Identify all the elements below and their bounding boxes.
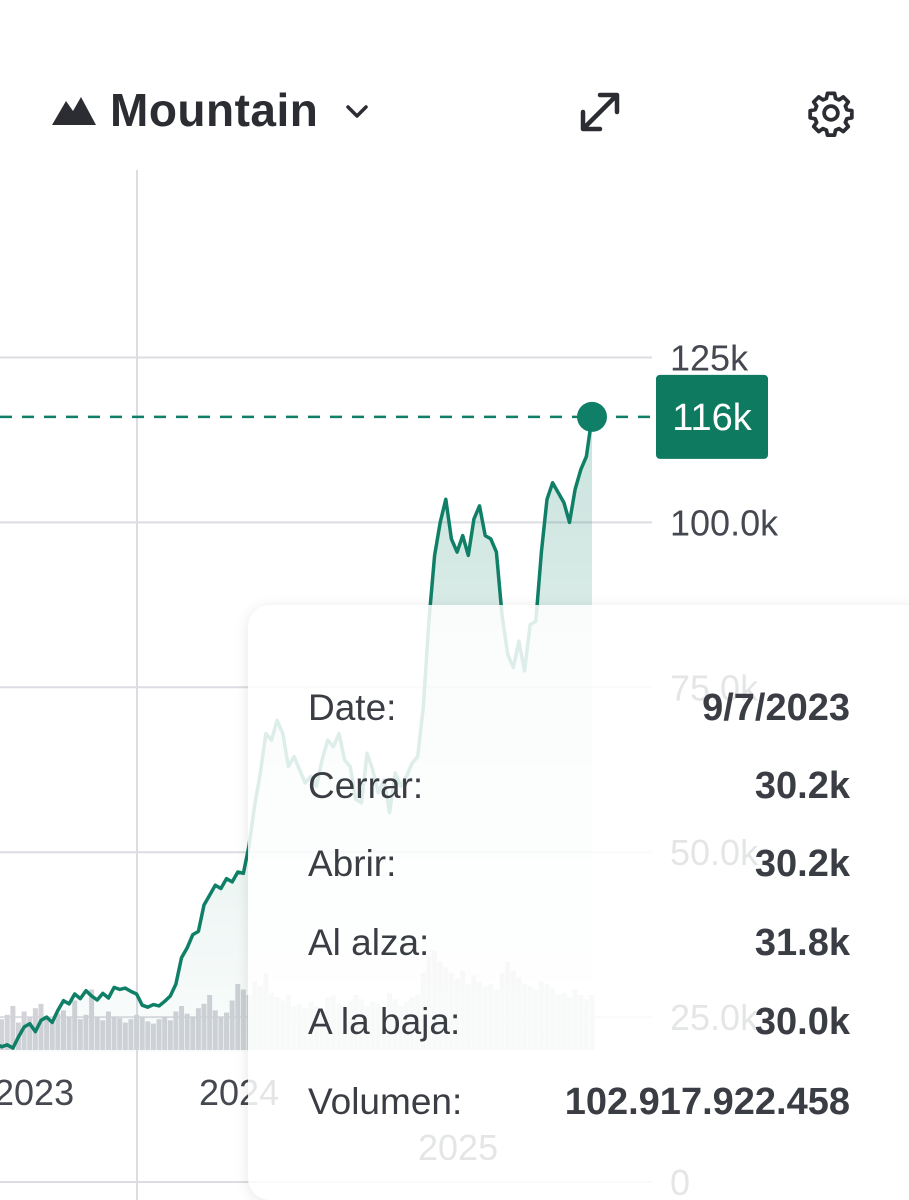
tooltip-value: 102.917.922.458 (564, 1080, 850, 1123)
tooltip-value: 31.8k (754, 921, 850, 964)
tooltip-value: 30.0k (754, 1000, 850, 1043)
mountain-icon (52, 97, 96, 125)
chevron-down-icon (346, 105, 369, 118)
x-tick-label: 2023 (0, 1072, 74, 1113)
data-tooltip: Date: 9/7/2023 Cerrar: 30.2k Abrir: 30.2… (248, 605, 909, 1200)
volume-bar (10, 1006, 16, 1050)
current-value-badge (656, 374, 768, 459)
tooltip-key: A la baja: (308, 1001, 461, 1042)
tooltip-key: Date: (308, 687, 397, 728)
tooltip-key: Al alza: (308, 922, 430, 963)
tooltip-row-open: Abrir: 30.2k (308, 839, 850, 889)
chart-toolbar: Mountain (0, 60, 909, 160)
settings-button[interactable] (806, 88, 856, 138)
tooltip-key: Abrir: (308, 843, 397, 884)
tooltip-value: 9/7/2023 (702, 686, 850, 729)
expand-icon (580, 92, 620, 132)
tooltip-key: Cerrar: (308, 765, 424, 806)
expand-button[interactable] (578, 90, 622, 134)
volume-bar (0, 1019, 5, 1050)
tooltip-row-date: Date: 9/7/2023 (308, 683, 850, 733)
current-value-point[interactable] (577, 401, 607, 432)
tooltip-row-close: Cerrar: 30.2k (308, 761, 850, 811)
tooltip-row-low: A la baja: 30.0k (308, 997, 850, 1047)
chart-type-label: Mountain (110, 84, 319, 136)
y-tick-label: 125k (670, 338, 749, 379)
tooltip-row-volume: Volumen: 102.917.922.458 (308, 1077, 850, 1127)
y-tick-label: 100.0k (670, 502, 779, 543)
gear-icon (808, 91, 854, 137)
tooltip-row-high: Al alza: 31.8k (308, 918, 850, 968)
current-value-badge-label: 116k (672, 397, 753, 439)
tooltip-value: 30.2k (754, 764, 850, 807)
tooltip-value: 30.2k (754, 842, 850, 885)
chart-type-dropdown[interactable]: Mountain (52, 82, 370, 138)
volume-bar (4, 1014, 10, 1050)
tooltip-key: Volumen: (308, 1081, 463, 1122)
